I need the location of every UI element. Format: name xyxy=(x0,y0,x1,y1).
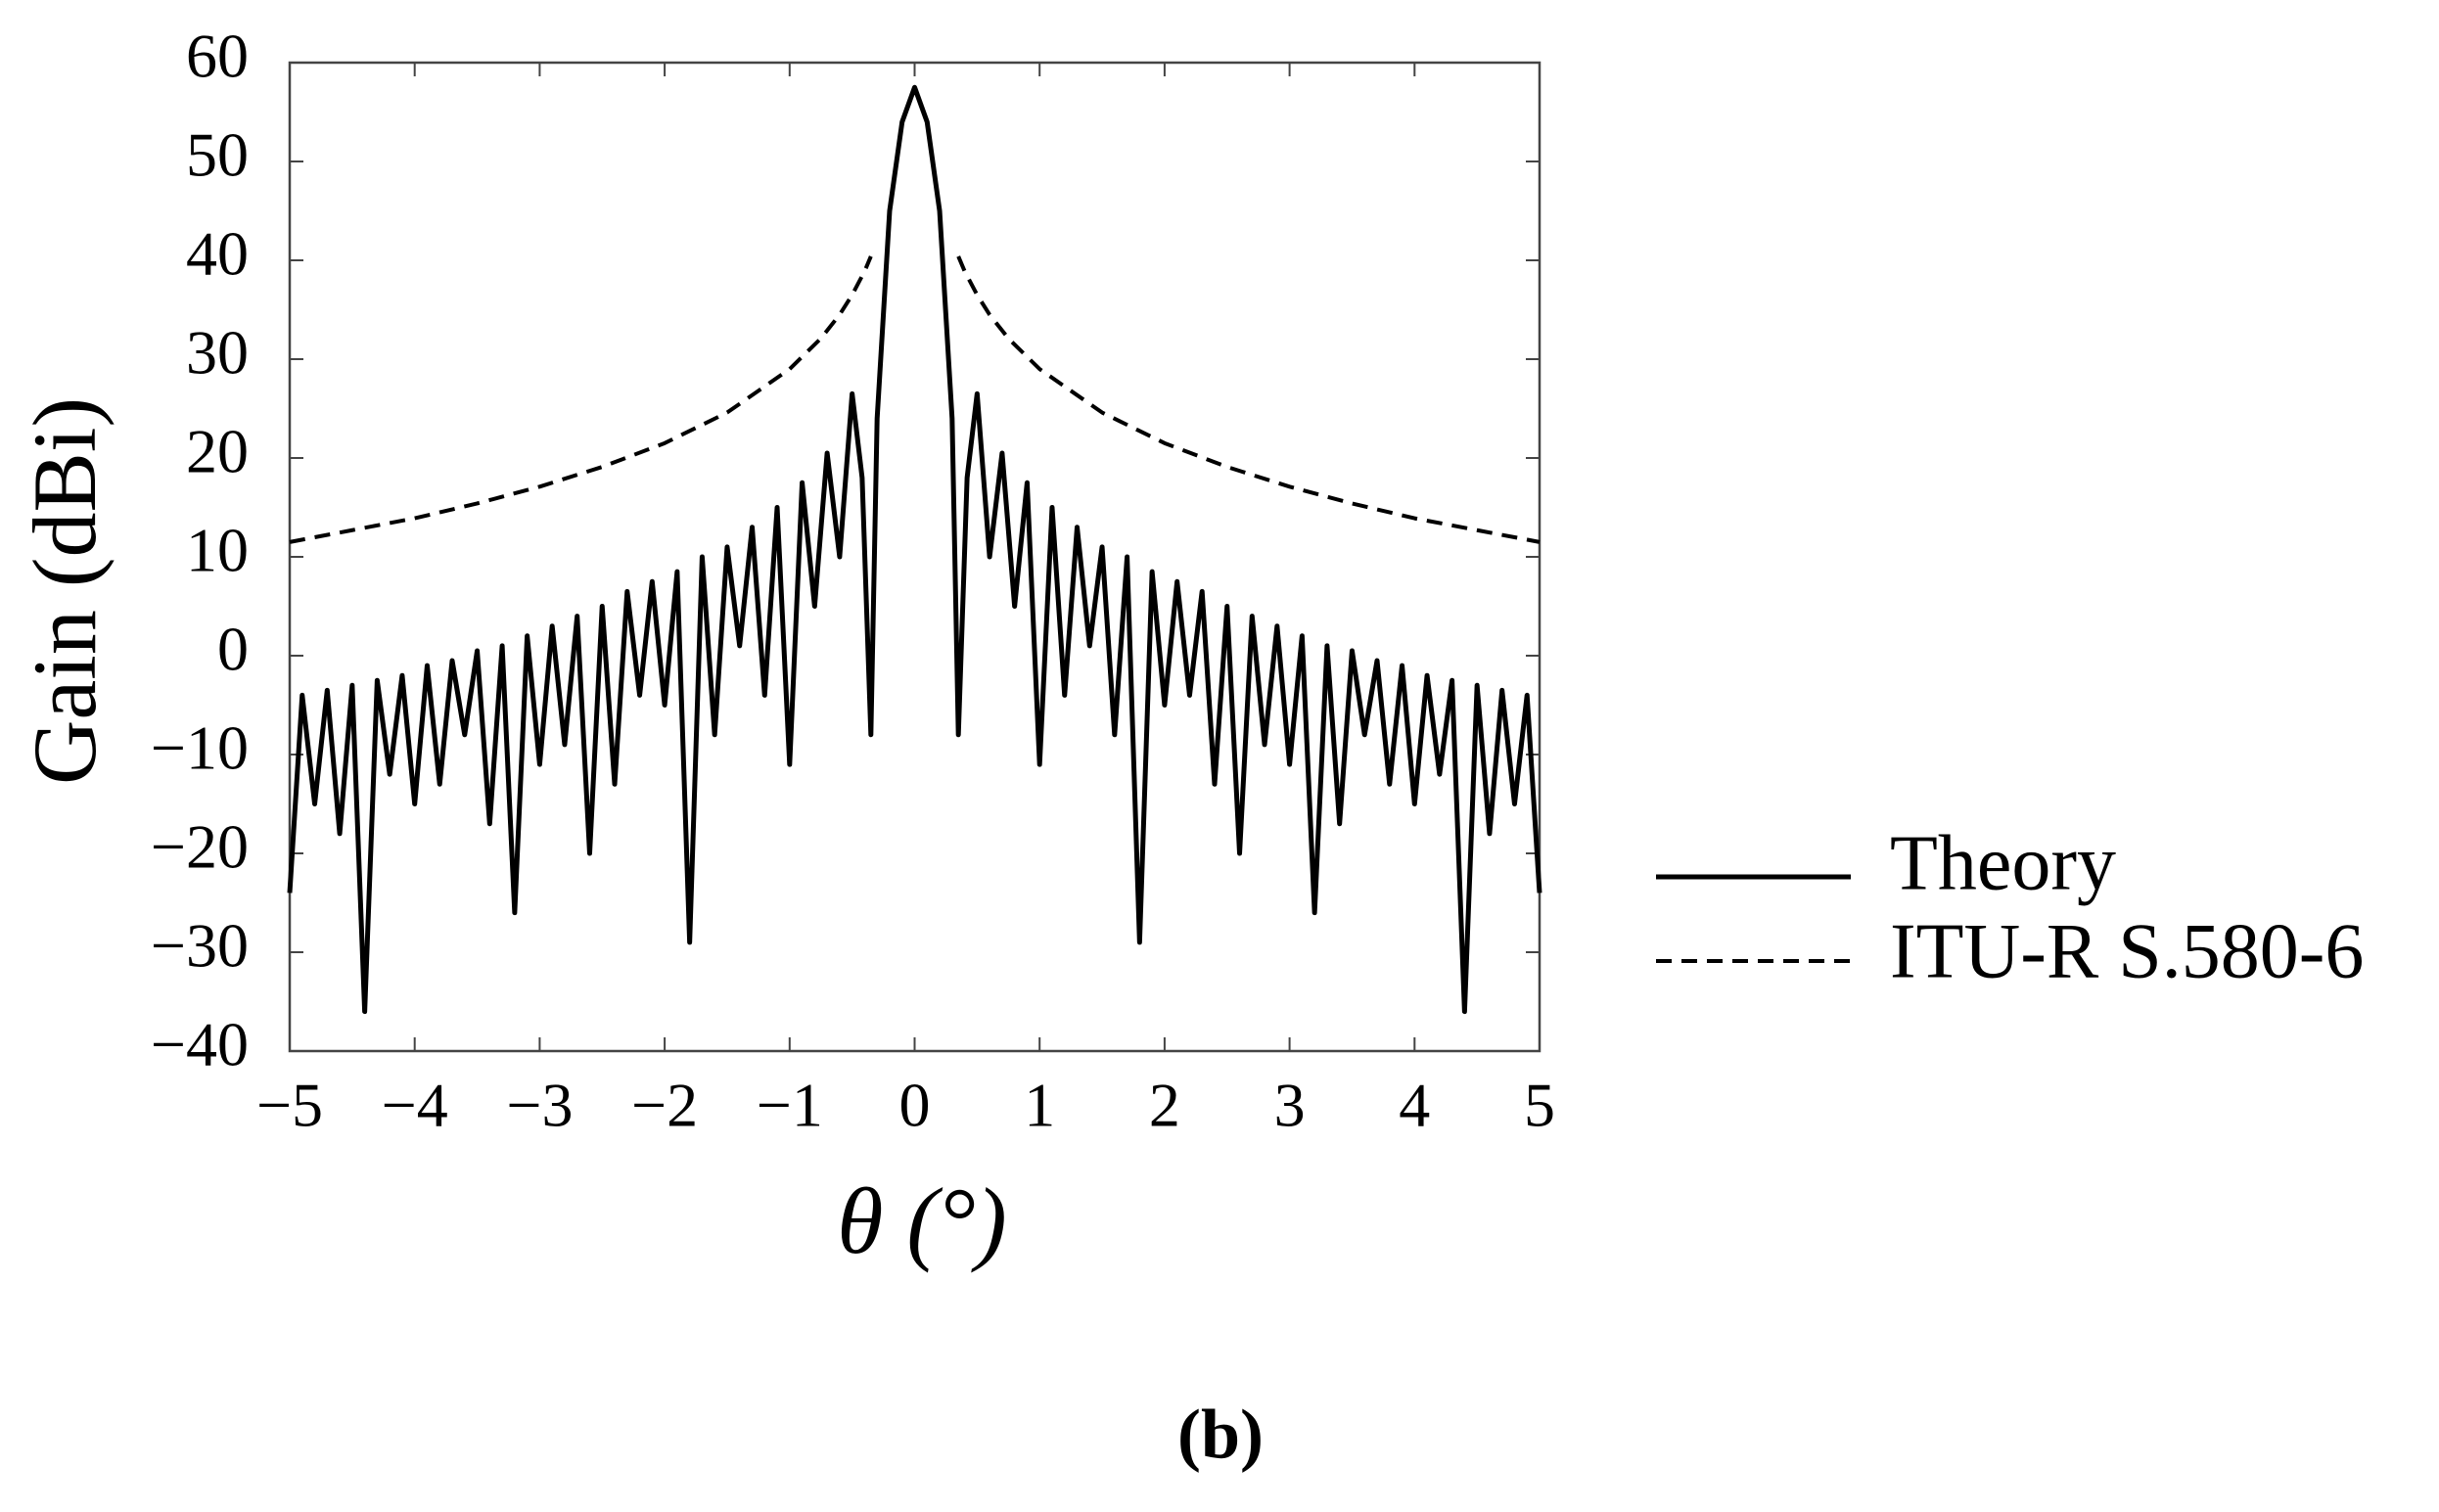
legend: Theory ITU-R S.580-6 xyxy=(1656,820,2364,994)
x-axis-label: θ (°) xyxy=(837,1168,1006,1273)
x-tick-label: 1 xyxy=(1024,1071,1055,1140)
legend-label: ITU-R S.580-6 xyxy=(1890,908,2364,994)
x-tick-label: 4 xyxy=(1399,1071,1430,1140)
y-axis-label: Gain (dBi) xyxy=(15,397,115,785)
x-tick-label: −5 xyxy=(256,1071,323,1140)
x-tick-label: 2 xyxy=(1149,1071,1180,1140)
y-tick-label: −30 xyxy=(151,911,249,981)
y-tick-label: 40 xyxy=(186,219,249,289)
caption: (b) xyxy=(1177,1396,1264,1474)
plot-frame xyxy=(288,61,1542,1053)
x-tick-label: −1 xyxy=(757,1071,823,1140)
y-tick-label: 30 xyxy=(186,318,249,388)
y-tick-label: 10 xyxy=(186,516,249,585)
y-tick-label: 20 xyxy=(186,417,249,486)
x-tick-label: 0 xyxy=(899,1071,931,1140)
x-tick-label: −4 xyxy=(382,1071,448,1140)
y-tick-label: 0 xyxy=(217,615,249,684)
x-tick-label: −3 xyxy=(506,1071,573,1140)
y-tick-label: 60 xyxy=(186,22,249,91)
legend-label: Theory xyxy=(1890,820,2116,906)
x-tick-label: 3 xyxy=(1274,1071,1306,1140)
series-line xyxy=(289,255,1541,544)
x-tick-label: 5 xyxy=(1524,1071,1555,1140)
y-tick-label: 50 xyxy=(186,120,249,190)
y-tick-label: −40 xyxy=(151,1010,249,1079)
y-tick-label: −10 xyxy=(151,713,249,783)
series-line xyxy=(287,84,1542,1015)
y-tick-label: −20 xyxy=(151,812,249,882)
x-tick-label: −2 xyxy=(631,1071,698,1140)
